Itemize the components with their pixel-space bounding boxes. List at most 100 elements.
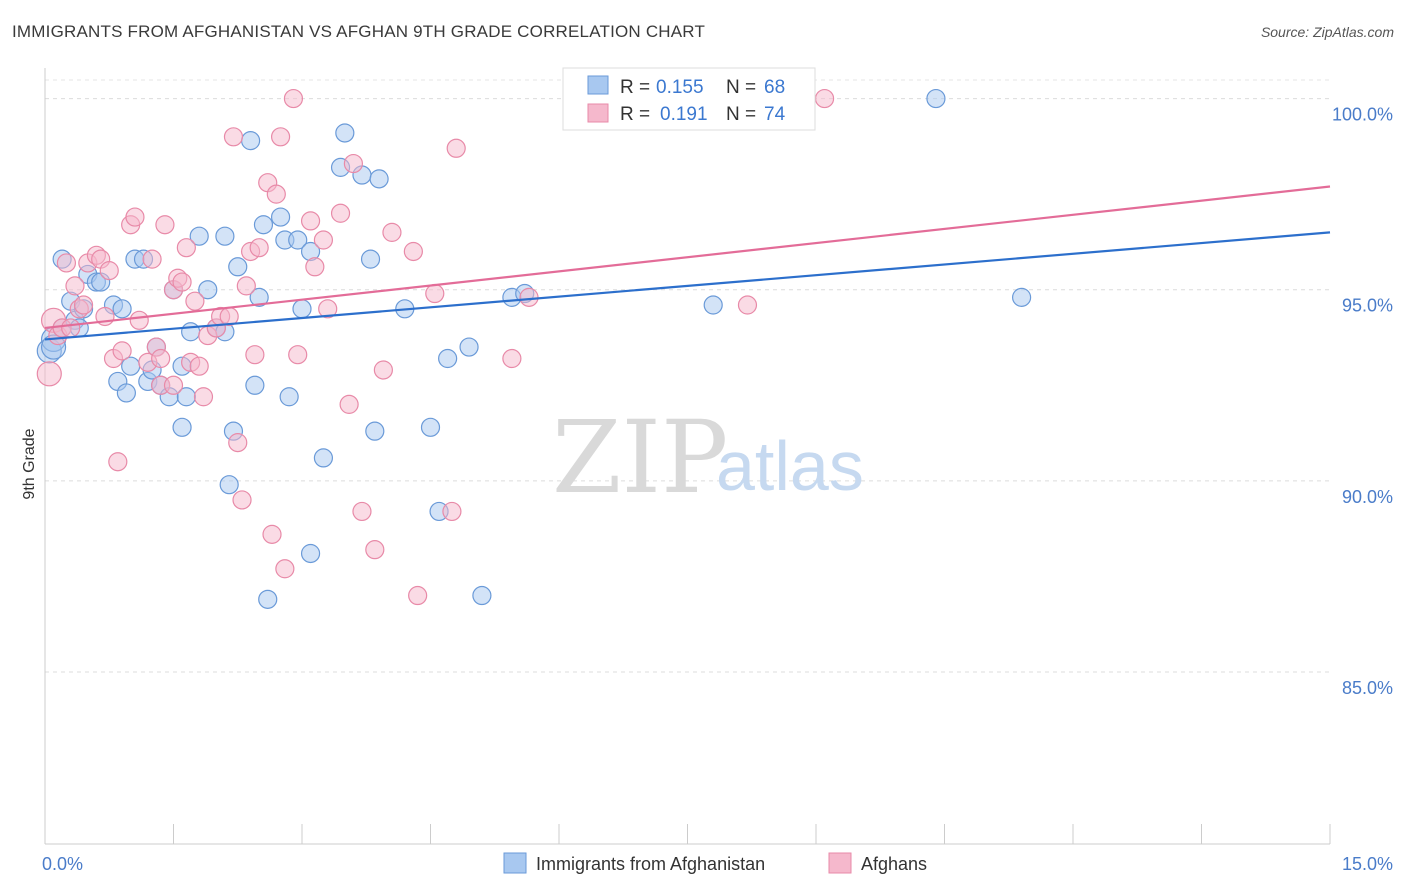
point-blue-52 bbox=[360, 249, 381, 269]
point-pink-56 bbox=[330, 203, 351, 223]
point-blue-33 bbox=[219, 475, 239, 495]
point-pink-66 bbox=[442, 501, 462, 522]
y-axis-label: 9th Grade bbox=[21, 428, 38, 499]
point-pink-48 bbox=[270, 127, 291, 147]
point-pink-61 bbox=[373, 360, 393, 380]
point-blue-29 bbox=[198, 280, 218, 300]
point-pink-64 bbox=[408, 585, 428, 606]
trend-lines bbox=[44, 185, 1331, 341]
point-blue-64 bbox=[703, 295, 723, 315]
point-pink-29 bbox=[176, 238, 196, 258]
point-pink-32 bbox=[189, 356, 209, 376]
point-pink-33 bbox=[193, 387, 214, 407]
point-pink-14 bbox=[108, 452, 128, 472]
legend-n-value-pink: 74 bbox=[764, 104, 786, 125]
point-pink-51 bbox=[288, 345, 308, 365]
point-pink-4 bbox=[56, 253, 77, 273]
chart-title: IMMIGRANTS FROM AFGHANISTAN VS AFGHAN 9T… bbox=[12, 22, 706, 41]
point-pink-47 bbox=[266, 184, 286, 204]
point-pink-44 bbox=[249, 238, 269, 258]
legend-swatch-pink bbox=[587, 103, 609, 123]
point-pink-59 bbox=[352, 501, 372, 522]
point-blue-56 bbox=[420, 417, 441, 437]
point-blue-48 bbox=[313, 448, 334, 468]
point-pink-63 bbox=[403, 241, 423, 262]
point-blue-54 bbox=[369, 169, 389, 189]
point-blue-27 bbox=[181, 322, 201, 342]
point-pink-46 bbox=[262, 524, 282, 544]
legend-n-label-pink: N = bbox=[726, 104, 756, 125]
point-pink-26 bbox=[163, 375, 184, 395]
legend-r-value-pink: 0.191 bbox=[660, 104, 708, 125]
point-blue-50 bbox=[335, 123, 355, 143]
point-pink-65 bbox=[425, 283, 445, 304]
point-blue-12 bbox=[112, 299, 132, 319]
chart-source: Source: ZipAtlas.com bbox=[1260, 24, 1394, 40]
point-blue-53 bbox=[365, 421, 385, 441]
point-pink-52 bbox=[300, 211, 321, 231]
point-pink-54 bbox=[313, 230, 334, 250]
point-blue-40 bbox=[258, 589, 278, 609]
point-pink-43 bbox=[245, 345, 265, 365]
trend-line-blue bbox=[44, 231, 1331, 341]
point-pink-28 bbox=[172, 272, 192, 292]
point-blue-25 bbox=[172, 417, 192, 437]
point-pink-12 bbox=[99, 261, 119, 281]
bottom-legend-label-pink: Afghans bbox=[861, 854, 927, 874]
legend-r-label-pink: R = bbox=[620, 104, 650, 125]
point-blue-44 bbox=[288, 230, 308, 250]
point-pink-41 bbox=[236, 276, 256, 296]
correlation-legend: R = 0.155 N = 68 R = 0.191 N = 74 bbox=[562, 67, 816, 131]
x-tick-label-1: 15.0% bbox=[1342, 854, 1393, 874]
axes bbox=[44, 68, 1331, 845]
watermark: ZIP atlas bbox=[552, 399, 864, 516]
point-pink-57 bbox=[339, 394, 359, 414]
point-blue-65 bbox=[926, 88, 946, 109]
point-pink-73 bbox=[61, 318, 81, 338]
point-pink-5 bbox=[65, 276, 85, 296]
y-tick-label-2: 90.0% bbox=[1342, 487, 1393, 507]
point-pink-24 bbox=[155, 215, 175, 235]
point-blue-66 bbox=[1011, 287, 1032, 307]
y-tick-label-3: 85.0% bbox=[1342, 678, 1393, 698]
watermark-zip: ZIP bbox=[552, 399, 728, 516]
series-legend: Immigrants from Afghanistan Afghans bbox=[503, 852, 927, 874]
data-points bbox=[36, 88, 1032, 609]
legend-r-label-blue: R = bbox=[620, 77, 650, 98]
y-tick-label-1: 95.0% bbox=[1342, 296, 1393, 316]
point-blue-47 bbox=[300, 543, 321, 564]
point-pink-72 bbox=[814, 88, 835, 109]
y-tick-labels: 100.0% 95.0% 90.0% 85.0% bbox=[1332, 105, 1393, 698]
trend-line-pink bbox=[44, 185, 1331, 330]
point-blue-58 bbox=[438, 348, 458, 369]
legend-n-label-blue: N = bbox=[726, 77, 756, 98]
point-pink-62 bbox=[382, 222, 402, 242]
bottom-legend-swatch-pink bbox=[828, 852, 852, 874]
point-pink-38 bbox=[223, 127, 244, 147]
point-pink-67 bbox=[446, 138, 466, 158]
legend-r-value-blue: 0.155 bbox=[656, 77, 704, 98]
point-blue-60 bbox=[472, 585, 492, 606]
point-pink-68 bbox=[502, 348, 522, 369]
bottom-legend-swatch-blue bbox=[503, 852, 527, 874]
point-pink-17 bbox=[125, 207, 145, 227]
point-blue-37 bbox=[245, 375, 265, 395]
point-blue-32 bbox=[215, 226, 235, 246]
point-pink-40 bbox=[232, 490, 252, 510]
point-pink-49 bbox=[275, 559, 295, 579]
point-pink-58 bbox=[343, 153, 363, 174]
legend-n-value-blue: 68 bbox=[764, 77, 785, 98]
point-pink-50 bbox=[283, 88, 304, 109]
point-blue-43 bbox=[279, 387, 299, 407]
point-blue-38 bbox=[249, 287, 269, 307]
point-pink-18 bbox=[129, 310, 149, 330]
point-blue-14 bbox=[116, 383, 136, 403]
legend-swatch-blue bbox=[587, 75, 609, 95]
point-blue-59 bbox=[459, 337, 479, 357]
point-pink-55 bbox=[318, 299, 338, 319]
point-pink-7 bbox=[73, 295, 94, 315]
point-pink-69 bbox=[519, 287, 539, 307]
point-pink-20 bbox=[142, 249, 162, 269]
bottom-legend-label-blue: Immigrants from Afghanistan bbox=[536, 854, 765, 874]
